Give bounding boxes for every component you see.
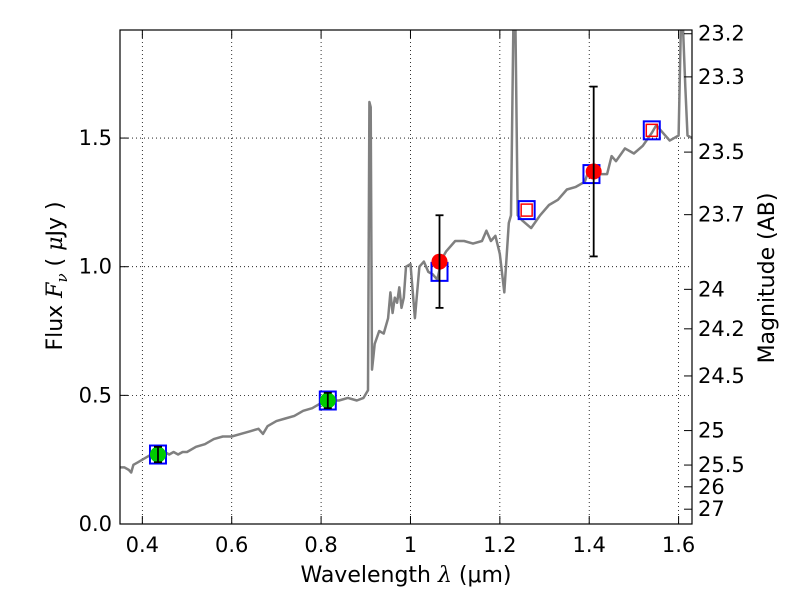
y-axis-label: Flux Fν ( μJy )	[43, 201, 71, 350]
y-tick-label: 0.5	[79, 383, 112, 407]
plot-frame	[119, 29, 693, 525]
x-tick-label: 0.4	[126, 533, 159, 557]
model-square-marker	[642, 120, 661, 141]
y-tick-label: 1.0	[79, 255, 112, 279]
inner-square-marker	[520, 203, 533, 217]
mag-tick-label: 26	[698, 475, 725, 499]
x-tick-label: 1.2	[483, 533, 516, 557]
mag-tick-label: 23.7	[698, 203, 745, 227]
x-tick-label: 1.4	[573, 533, 606, 557]
right-axis-label: Magnitude (AB)	[755, 193, 780, 364]
tick-labels: 0.4 0.6 0.8 1 1.2 1.4 1.6 0.0 0.5 1.0 1.5 23.2 23.3 2…	[79, 22, 745, 557]
mag-tick-label: 24	[698, 277, 725, 301]
mag-tick-label: 23.2	[698, 22, 745, 46]
mag-tick-label: 24.2	[698, 317, 745, 341]
tick-marks	[120, 30, 692, 525]
x-tick-label: 1	[404, 533, 417, 557]
mag-tick-label: 27	[698, 497, 725, 521]
mag-tick-label: 23.3	[698, 65, 745, 89]
x-tick-label: 0.8	[304, 533, 337, 557]
x-axis-label: Wavelength λ (μm)	[300, 563, 511, 588]
y-tick-label: 1.5	[79, 126, 112, 150]
plot-area	[120, 30, 692, 474]
inner-square-marker	[645, 123, 659, 138]
mag-tick-label: 25.5	[698, 453, 745, 477]
x-tick-label: 0.6	[215, 533, 248, 557]
mag-tick-label: 24.5	[698, 364, 745, 388]
mag-tick-label: 23.5	[698, 140, 745, 164]
model-square-marker	[517, 200, 536, 221]
x-tick-label: 1.6	[662, 533, 695, 557]
spectrum-line	[120, 30, 692, 474]
mag-tick-label: 25	[698, 419, 725, 443]
y-tick-label: 0.0	[79, 512, 112, 536]
